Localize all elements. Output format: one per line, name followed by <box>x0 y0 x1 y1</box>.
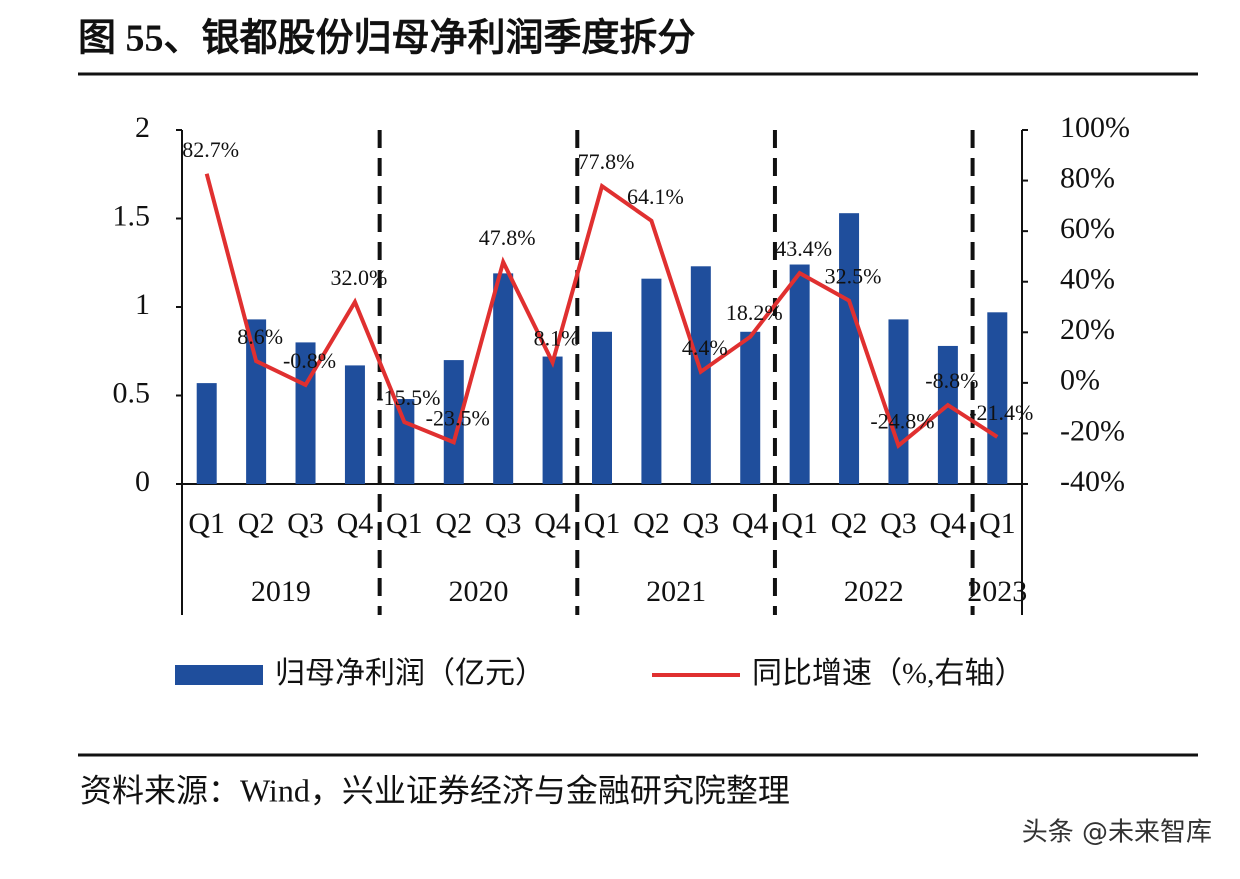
y2-tick-label: 20% <box>1060 313 1115 346</box>
source-note: 资料来源：Wind，兴业证券经济与金融研究院整理 <box>80 772 790 808</box>
bar <box>592 331 612 484</box>
bar <box>690 266 711 484</box>
value-label: -21.4% <box>969 400 1033 425</box>
x-group-label: 2023 <box>967 575 1027 608</box>
bar <box>888 319 909 484</box>
x-tick-label: Q2 <box>238 507 275 540</box>
legend-label: 归母净利润（亿元） <box>275 657 545 690</box>
value-label: 8.1% <box>534 325 580 350</box>
chart-title: 图 55、银都股份归母净利润季度拆分 <box>78 18 696 60</box>
x-group-label: 2021 <box>646 575 706 608</box>
y-tick-label: 0 <box>135 465 150 498</box>
value-label: 8.6% <box>237 324 283 349</box>
x-tick-label: Q3 <box>287 507 324 540</box>
y2-tick-label: 0% <box>1060 364 1100 397</box>
x-tick-label: Q1 <box>584 507 621 540</box>
x-tick-label: Q3 <box>485 507 522 540</box>
x-group-label: 2020 <box>448 575 508 608</box>
bar <box>394 399 415 484</box>
bar <box>641 278 662 484</box>
x-tick-label: Q1 <box>188 507 225 540</box>
value-label: 32.0% <box>331 265 388 290</box>
y-tick-label: 0.5 <box>113 376 151 409</box>
x-tick-label: Q3 <box>682 507 719 540</box>
x-group-label: 2022 <box>844 575 904 608</box>
x-tick-label: Q2 <box>633 507 670 540</box>
bar <box>542 356 563 484</box>
value-label: -0.8% <box>283 348 336 373</box>
x-tick-label: Q2 <box>435 507 472 540</box>
value-label: 18.2% <box>726 300 783 325</box>
value-label: 4.4% <box>682 335 728 360</box>
x-group-label: 2019 <box>251 575 311 608</box>
value-label: 43.4% <box>775 236 832 261</box>
bar <box>789 264 810 484</box>
legend-swatch <box>175 665 263 685</box>
x-tick-label: Q4 <box>534 507 571 540</box>
value-label: 64.1% <box>627 184 684 209</box>
y-tick-label: 2 <box>135 111 150 144</box>
bar <box>937 345 958 484</box>
x-tick-label: Q4 <box>732 507 769 540</box>
bar <box>246 319 267 484</box>
bar <box>987 312 1008 484</box>
value-label: 82.7% <box>182 137 239 162</box>
x-tick-label: Q4 <box>930 507 967 540</box>
value-label: -8.8% <box>925 368 978 393</box>
y2-tick-label: 100% <box>1060 111 1130 144</box>
y2-tick-label: 80% <box>1060 161 1115 194</box>
x-tick-label: Q1 <box>386 507 423 540</box>
y-tick-label: 1 <box>135 288 150 321</box>
y-tick-label: 1.5 <box>113 199 151 232</box>
x-tick-label: Q4 <box>337 507 374 540</box>
bar <box>740 331 761 484</box>
value-label: -23.5% <box>426 405 490 430</box>
value-label: -24.8% <box>870 409 934 434</box>
value-label: 77.8% <box>578 149 635 174</box>
y2-tick-label: 60% <box>1060 212 1115 245</box>
x-tick-label: Q3 <box>880 507 917 540</box>
x-tick-label: Q2 <box>831 507 868 540</box>
line <box>204 173 999 449</box>
y2-tick-label: -20% <box>1060 414 1125 447</box>
value-label: -15.5% <box>376 385 440 410</box>
legend-label: 同比增速（%,右轴） <box>752 657 1025 690</box>
watermark: 头条 @未来智库 <box>1022 818 1212 848</box>
x-tick-label: Q1 <box>781 507 818 540</box>
y2-tick-label: -40% <box>1060 465 1125 498</box>
y2-tick-label: 40% <box>1060 263 1115 296</box>
bar <box>196 383 217 484</box>
x-tick-label: Q1 <box>979 507 1016 540</box>
bar <box>839 213 860 484</box>
value-label: 47.8% <box>479 225 536 250</box>
bar <box>493 273 514 484</box>
bar <box>443 360 464 484</box>
bar <box>344 365 365 484</box>
value-label: 32.5% <box>825 264 882 289</box>
